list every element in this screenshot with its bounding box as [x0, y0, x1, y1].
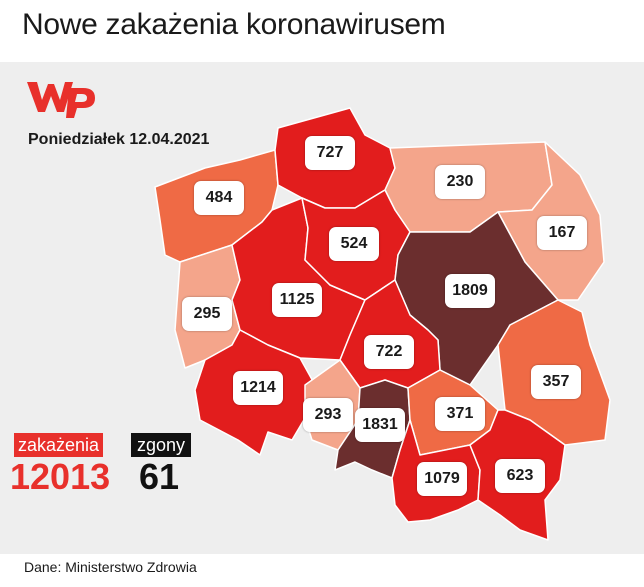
case-badge-łódzkie: 722: [364, 335, 414, 369]
case-badge-podkarpackie: 623: [495, 459, 545, 493]
source-note: Dane: Ministerstwo Zdrowia: [24, 559, 197, 575]
deaths-total: 61: [139, 456, 180, 497]
cases-total: 12013: [10, 456, 111, 497]
cases-label: zakażenia: [14, 433, 104, 457]
case-badge-wielkopolskie: 1125: [272, 283, 322, 317]
deaths-label: zgony: [131, 433, 192, 457]
case-badge-opolskie: 293: [303, 398, 353, 432]
case-badge-świętokrzyskie: 371: [435, 397, 485, 431]
case-badge-dolnośląskie: 1214: [233, 371, 283, 405]
case-badge-śląskie: 1831: [355, 408, 405, 442]
case-badge-pomorskie: 727: [305, 136, 355, 170]
wp-logo: [27, 82, 95, 118]
date-label: Poniedziałek 12.04.2021: [28, 131, 210, 148]
page-title: Nowe zakażenia koronawirusem: [22, 8, 446, 41]
case-badge-mazowieckie: 1809: [445, 274, 495, 308]
case-badge-zachodniopomorskie: 484: [194, 181, 244, 215]
case-badge-kujawsko-pomorskie: 524: [329, 227, 379, 261]
case-badge-warmińsko-mazurskie: 230: [435, 165, 485, 199]
case-badge-podlaskie: 167: [537, 216, 587, 250]
case-badge-lubuskie: 295: [182, 297, 232, 331]
case-badge-lubelskie: 357: [531, 365, 581, 399]
case-badge-małopolskie: 1079: [417, 462, 467, 496]
